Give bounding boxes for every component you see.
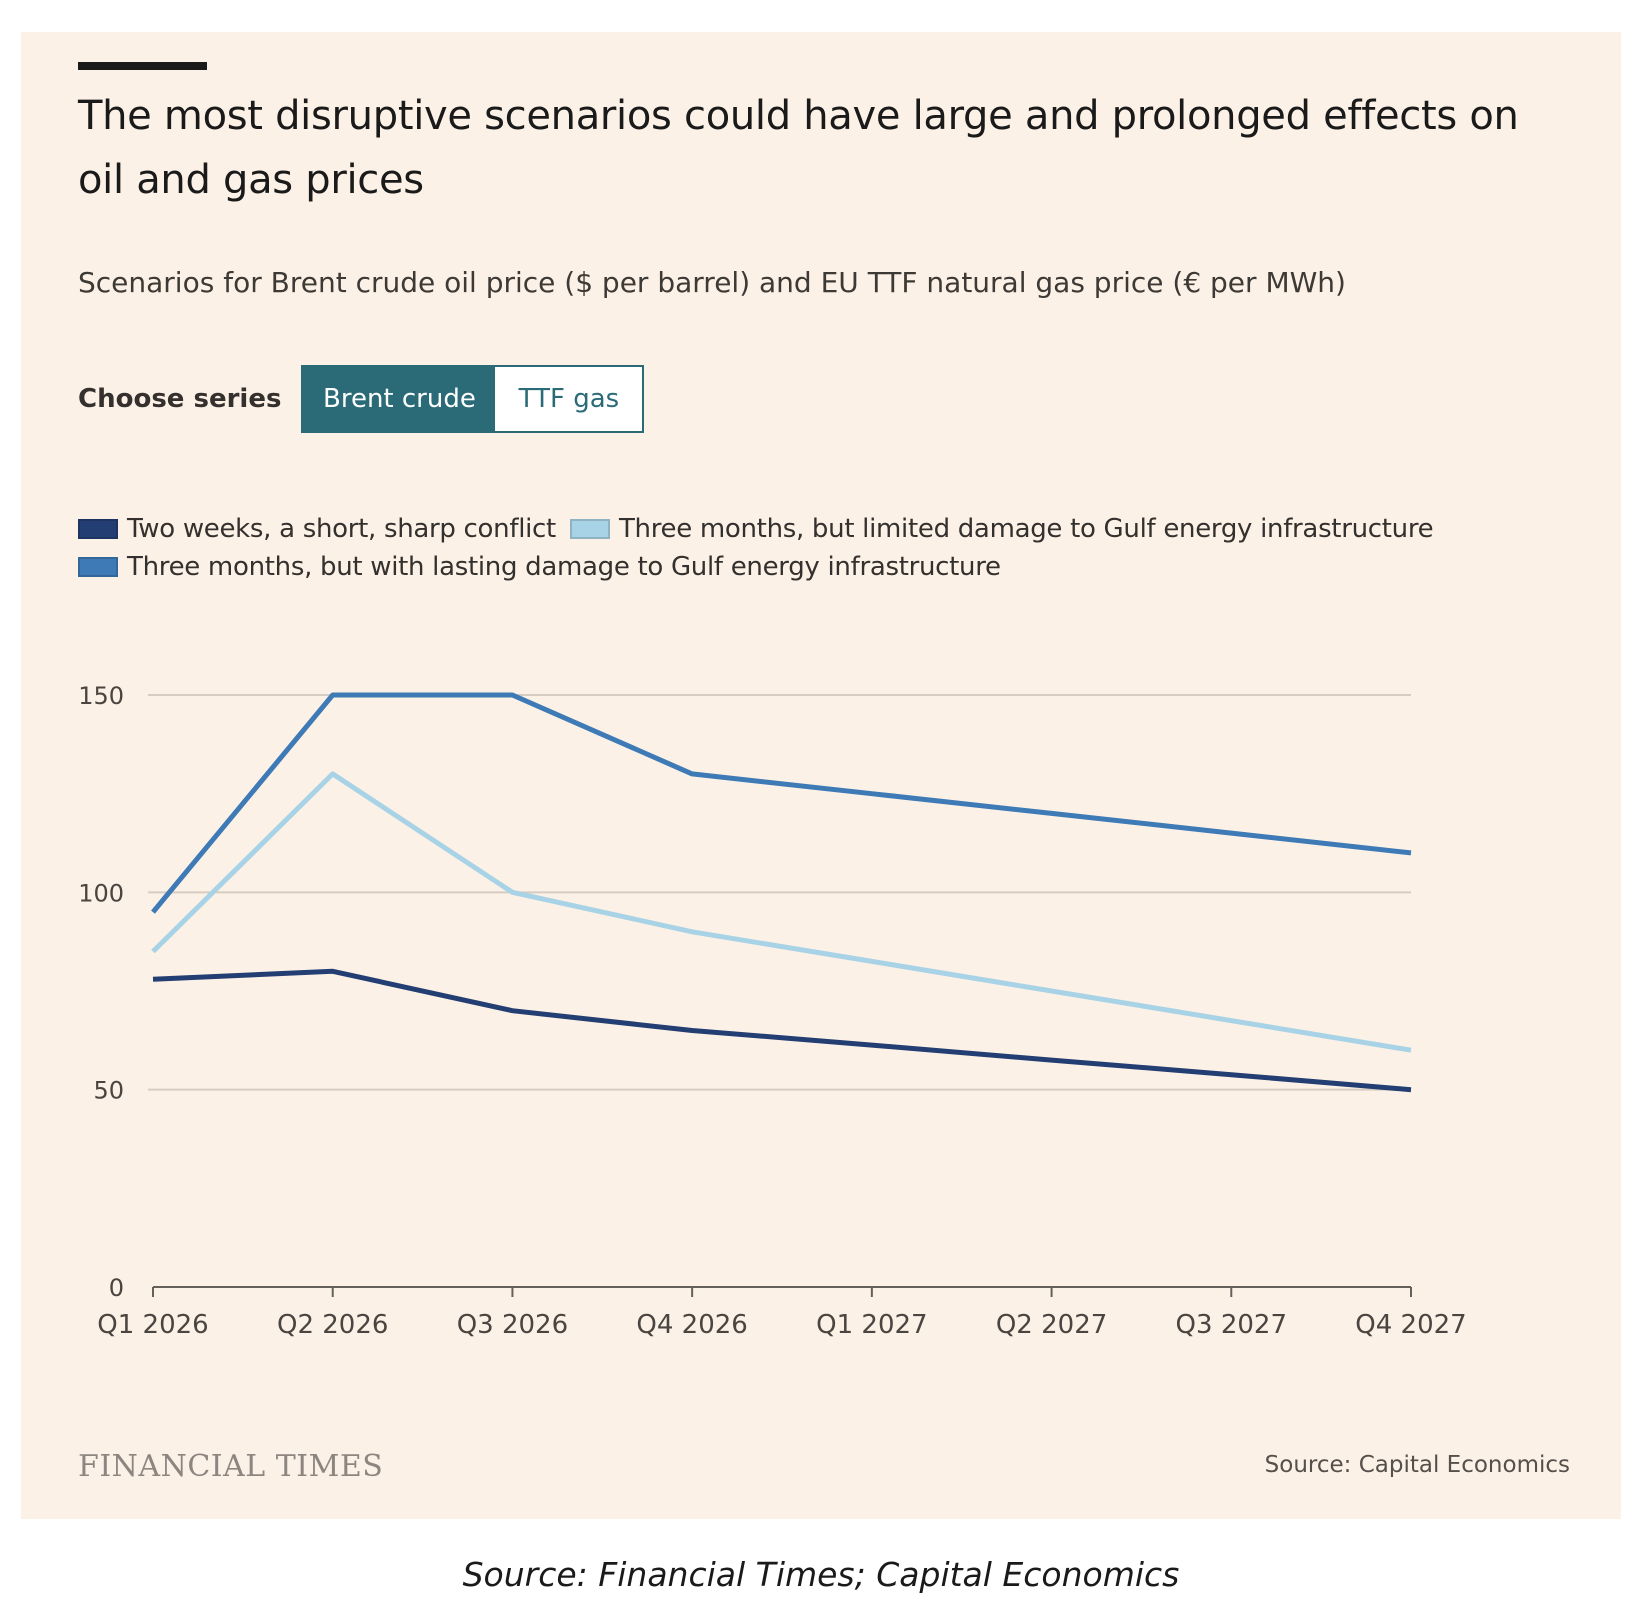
series-chooser-label: Choose series [78, 384, 282, 414]
x-tick-label: Q1 2026 [97, 1310, 208, 1340]
image-caption: Source: Financial Times; Capital Economi… [462, 1555, 1180, 1594]
brent-crude-button[interactable]: Brent crude [303, 367, 496, 431]
y-tick-label: 100 [78, 879, 124, 907]
series-line-2 [151, 771, 1412, 1053]
legend-item-limited-damage: Three months, but limited damage to Gulf… [569, 514, 1434, 544]
series-toggle: Brent crude TTF gas [301, 365, 645, 433]
legend-swatch [78, 557, 118, 577]
series-lines [151, 692, 1412, 1093]
top-rule [78, 62, 207, 70]
x-tick-label: Q1 2027 [816, 1310, 927, 1340]
legend: Two weeks, a short, sharp conflict Three… [78, 510, 1578, 586]
legend-row: Three months, but with lasting damage to… [78, 548, 1578, 586]
y-tick-label: 0 [109, 1274, 124, 1302]
legend-item-lasting-damage: Three months, but with lasting damage to… [78, 552, 1001, 582]
y-tick-label: 50 [93, 1077, 124, 1105]
chart-subtitle: Scenarios for Brent crude oil price ($ p… [78, 266, 1346, 299]
ttf-gas-button[interactable]: TTF gas [495, 367, 643, 431]
series-line-1 [152, 968, 1412, 1093]
legend-label: Two weeks, a short, sharp conflict [127, 514, 556, 544]
x-tick-label: Q2 2027 [996, 1310, 1107, 1340]
y-axis-ticks: 0 50 100 150 [78, 682, 124, 1302]
y-tick-label: 150 [78, 682, 124, 710]
source-note: Source: Capital Economics [1264, 1452, 1570, 1478]
legend-label: Three months, but limited damage to Gulf… [618, 514, 1434, 544]
legend-swatch [78, 519, 118, 539]
x-tick-label: Q4 2026 [636, 1310, 747, 1340]
legend-swatch [569, 519, 610, 539]
legend-item-short-conflict: Two weeks, a short, sharp conflict [78, 514, 556, 544]
financial-times-logo: FINANCIAL TIMES [78, 1449, 384, 1484]
x-tick-label: Q3 2026 [457, 1310, 568, 1340]
legend-row: Two weeks, a short, sharp conflict Three… [78, 510, 1578, 548]
series-line-3 [151, 692, 1412, 914]
x-tick-label: Q4 2027 [1355, 1310, 1466, 1340]
x-axis: Q1 2026 Q2 2026 Q3 2026 Q4 2026 Q1 2027 Q2 20… [97, 1286, 1467, 1340]
chart-card: The most disruptive scenarios could have… [21, 32, 1621, 1519]
series-chooser: Choose series Brent crude TTF gas [78, 365, 645, 433]
legend-label: Three months, but with lasting damage to… [127, 552, 1001, 582]
gridlines [148, 694, 1411, 1091]
x-tick-label: Q2 2026 [277, 1310, 388, 1340]
chart-title: The most disruptive scenarios could have… [78, 93, 1519, 203]
x-tick-label: Q3 2027 [1176, 1310, 1287, 1340]
